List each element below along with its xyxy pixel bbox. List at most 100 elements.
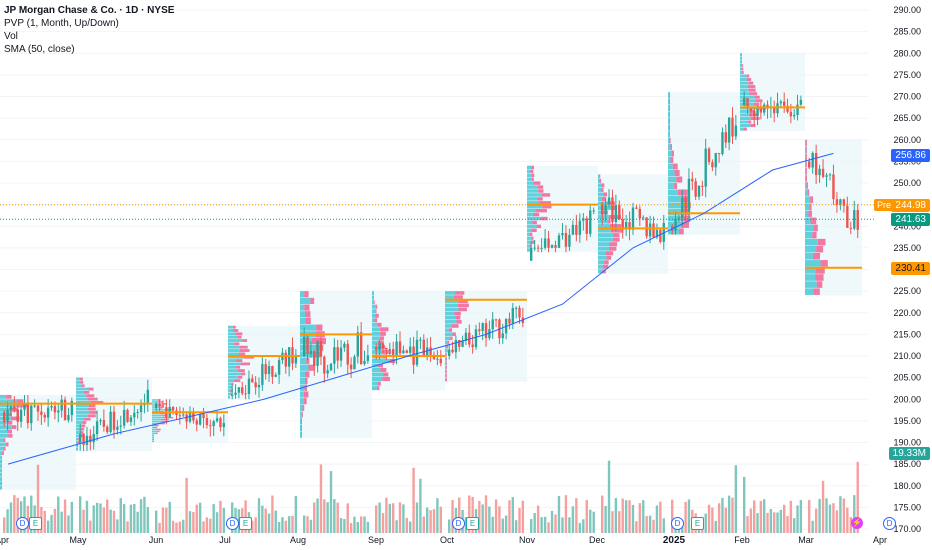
candle-body: [432, 354, 436, 360]
volume-bar: [481, 504, 484, 533]
candle-body: [648, 223, 652, 237]
earnings-event-icon[interactable]: E: [29, 517, 42, 530]
profile-down-row: [604, 260, 609, 265]
profile-down-row: [670, 144, 673, 151]
earnings-event-icon[interactable]: E: [239, 517, 252, 530]
volume-bar: [119, 498, 122, 533]
symbol-title[interactable]: JP Morgan Chase & Co. · 1D · NYSE: [4, 5, 175, 16]
profile-down-row: [820, 260, 828, 267]
candle-body: [491, 319, 494, 330]
profile-up-row: [598, 192, 604, 197]
profile-up-row: [598, 242, 610, 247]
candle-body: [126, 409, 129, 422]
profile-down-row: [77, 444, 78, 448]
profile-up-row: [152, 426, 155, 429]
price-tick-label: 250.00: [893, 178, 921, 188]
candle-body: [415, 339, 419, 365]
flash-icon[interactable]: ⚡: [851, 517, 863, 529]
profile-down-row: [531, 228, 537, 233]
candle-body: [568, 234, 571, 247]
volume-bar: [109, 509, 112, 533]
profile-down-row: [529, 244, 532, 248]
profile-up-row: [228, 389, 231, 393]
profile-down-row: [806, 168, 807, 175]
dividend-event-icon[interactable]: D: [226, 517, 239, 530]
profile-down-row: [537, 185, 544, 189]
profile-down-row: [305, 378, 308, 385]
profile-up-row: [228, 385, 232, 389]
earnings-event-icon[interactable]: E: [691, 517, 704, 530]
profile-down-row: [806, 153, 807, 161]
volume-bar: [63, 499, 67, 533]
profile-up-row: [598, 237, 613, 242]
candle-body: [464, 332, 468, 341]
candle-body: [753, 110, 756, 117]
candle-body: [319, 341, 323, 357]
dividend-event-icon[interactable]: D: [671, 517, 684, 530]
sma-indicator-label[interactable]: SMA (50, close): [4, 44, 75, 55]
earnings-event-icon[interactable]: E: [466, 517, 479, 530]
volume-bar: [621, 498, 624, 533]
candle-body: [835, 199, 839, 206]
pvp-indicator-label[interactable]: PVP (1, Month, Up/Down): [4, 18, 119, 29]
dividend-event-icon[interactable]: D: [883, 517, 896, 530]
profile-down-row: [446, 369, 447, 374]
candle-body: [793, 115, 796, 117]
profile-up-row: [228, 365, 237, 369]
profile-up-row: [228, 339, 243, 342]
volume-bar: [419, 478, 422, 533]
volume-bar: [271, 495, 274, 533]
profile-down-row: [806, 182, 808, 189]
profile-up-row: [598, 260, 605, 265]
volume-indicator-label[interactable]: Vol: [4, 31, 18, 42]
candle-body: [659, 229, 662, 242]
profile-up-row: [76, 401, 92, 404]
profile-down-row: [741, 56, 742, 60]
profile-down-row: [455, 315, 461, 320]
profile-down-row: [747, 120, 752, 124]
profile-down-row: [817, 238, 826, 246]
dividend-event-icon[interactable]: D: [452, 517, 465, 530]
profile-up-row: [805, 267, 816, 274]
volume-bar: [514, 520, 518, 533]
profile-up-row: [740, 78, 747, 82]
volume-bar: [589, 509, 592, 533]
time-tick-label: Dec: [589, 535, 606, 545]
profile-down-row: [532, 212, 540, 217]
volume-bar: [3, 517, 6, 533]
profile-down-row: [163, 416, 174, 419]
volume-bar: [392, 503, 395, 533]
profile-up-row: [527, 193, 542, 197]
profile-up-row: [668, 189, 678, 196]
profile-up-row: [668, 163, 673, 170]
profile-up-row: [0, 429, 8, 434]
profile-down-row: [809, 203, 812, 211]
profile-down-row: [748, 81, 754, 85]
volume-bar: [244, 500, 247, 533]
profile-up-row: [300, 418, 301, 425]
profile-up-row: [0, 481, 2, 486]
candle-body: [136, 412, 139, 414]
profile-up-row: [527, 177, 532, 181]
volume-bar: [202, 521, 205, 533]
profile-down-row: [376, 386, 380, 391]
profile-down-row: [157, 430, 160, 433]
volume-bar: [717, 503, 721, 533]
profile-down-row: [239, 345, 248, 349]
profile-up-row: [805, 288, 814, 295]
pre-market-tag: Pre: [874, 199, 895, 211]
volume-bar: [821, 480, 825, 533]
profile-down-row: [680, 221, 690, 228]
volume-bar: [451, 500, 454, 533]
volume-bar: [381, 513, 385, 533]
candle-body: [674, 219, 677, 231]
profile-up-row: [740, 85, 748, 89]
candle-body: [53, 406, 57, 413]
volume-bar: [468, 495, 471, 533]
volume-bar: [856, 461, 859, 533]
candle-body: [405, 350, 408, 353]
dividend-event-icon[interactable]: D: [16, 517, 29, 530]
volume-bar: [254, 517, 257, 533]
candle-body: [40, 411, 43, 415]
